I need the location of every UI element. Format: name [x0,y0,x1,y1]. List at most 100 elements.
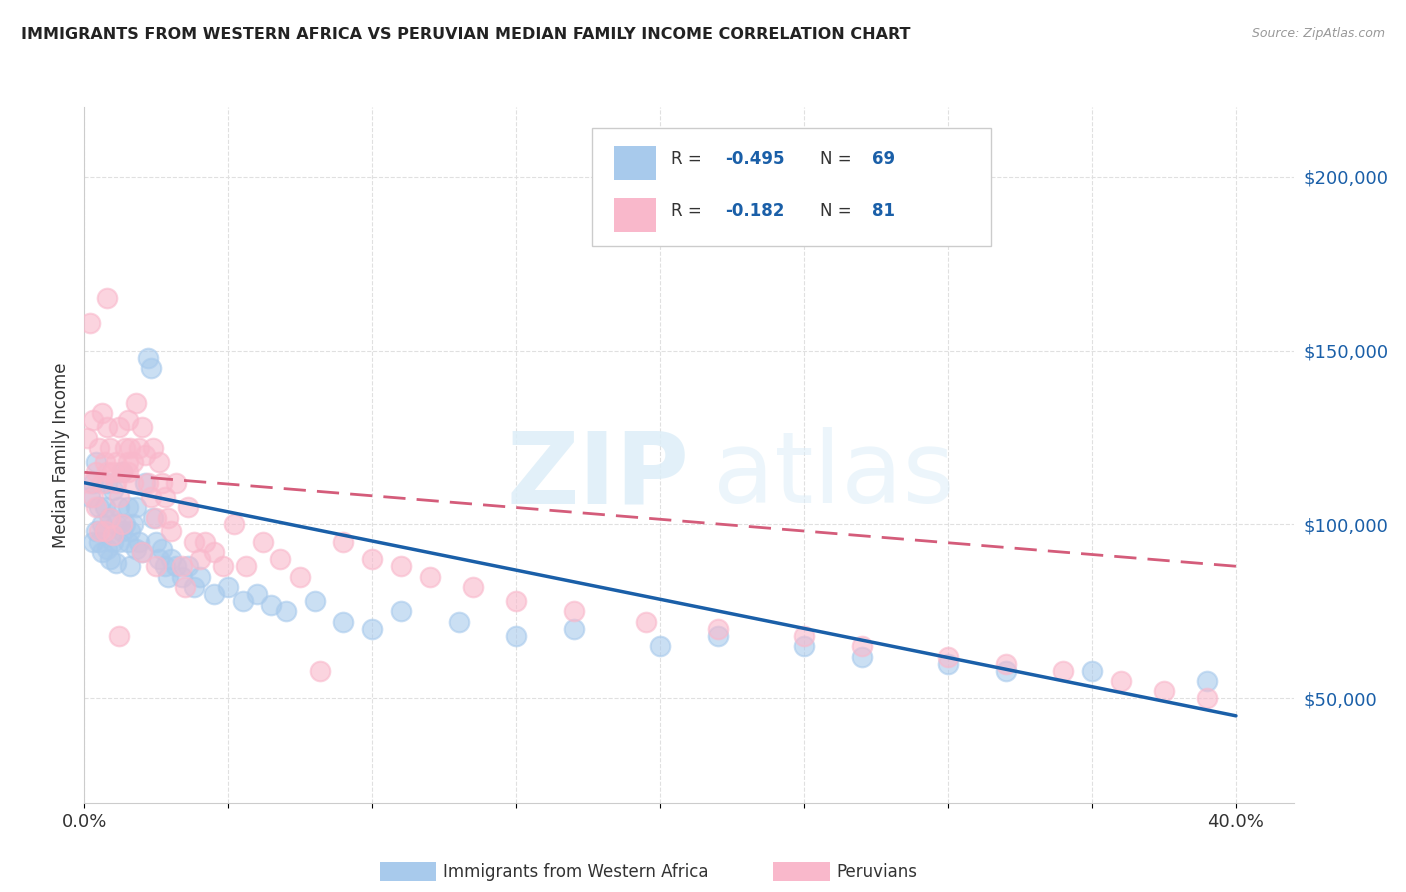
Point [93,524,115,539]
Point [111,466,134,480]
Point [145,559,167,574]
Point [84,500,107,514]
Point [105,517,128,532]
Point [1081,664,1104,678]
Point [131,545,153,559]
Point [131,420,153,434]
Point [131,545,153,559]
Point [174,580,197,594]
Point [111,524,134,539]
Point [82,534,104,549]
Point [82,475,104,490]
Point [117,413,139,427]
Point [82,413,104,427]
Point [851,649,873,664]
Point [120,524,142,539]
Point [145,534,167,549]
Point [139,360,162,375]
Text: Immigrants from Western Africa: Immigrants from Western Africa [443,863,709,881]
Point [1052,664,1074,678]
Point [505,594,527,608]
Point [87,500,110,514]
Point [134,475,156,490]
Point [98,510,121,524]
Point [202,587,225,601]
Point [202,545,225,559]
Point [290,570,312,584]
Text: N =: N = [820,150,856,169]
Point [252,534,274,549]
Point [111,517,134,532]
Point [793,629,815,643]
Point [108,420,131,434]
Point [172,559,194,574]
Point [153,559,176,574]
Point [101,483,124,497]
Point [159,552,181,566]
Point [389,605,412,619]
Point [122,475,145,490]
Point [361,622,384,636]
Point [217,580,239,594]
Point [84,466,107,480]
Point [96,420,118,434]
Point [650,639,672,653]
Point [389,559,412,574]
Point [96,291,118,305]
Point [188,552,211,566]
Point [211,559,233,574]
Point [274,605,297,619]
Point [98,510,121,524]
Point [128,534,150,549]
Point [156,570,179,584]
Point [125,395,148,409]
Point [1197,674,1219,689]
Point [156,510,179,524]
Point [159,524,181,539]
Text: 81: 81 [872,202,894,220]
Point [93,524,115,539]
Point [108,500,131,514]
Point [117,466,139,480]
Point [232,594,254,608]
Y-axis label: Median Family Income: Median Family Income [52,362,70,548]
Point [936,657,959,671]
Point [562,622,585,636]
Point [136,351,159,365]
Point [851,639,873,653]
Point [222,517,245,532]
Point [136,475,159,490]
Point [148,455,170,469]
Point [142,441,165,455]
Point [269,552,291,566]
Point [90,517,112,532]
Text: atlas: atlas [713,427,955,524]
Point [166,475,188,490]
Point [260,598,283,612]
Point [153,490,176,504]
Point [706,622,728,636]
Point [108,534,131,549]
Point [108,490,131,504]
Text: R =: R = [671,202,707,220]
Text: -0.182: -0.182 [725,202,785,220]
Point [150,541,173,556]
Point [79,316,101,330]
Point [177,500,200,514]
Point [188,570,211,584]
Text: IMMIGRANTS FROM WESTERN AFRICA VS PERUVIAN MEDIAN FAMILY INCOME CORRELATION CHAR: IMMIGRANTS FROM WESTERN AFRICA VS PERUVI… [21,27,911,42]
Point [101,528,124,542]
Point [87,441,110,455]
Point [793,639,815,653]
Point [114,441,136,455]
Point [76,430,98,444]
Point [122,455,145,469]
Point [304,594,326,608]
Point [117,534,139,549]
Point [101,466,124,480]
Point [101,534,124,549]
Point [128,441,150,455]
Point [82,490,104,504]
Point [90,406,112,420]
Point [936,649,959,664]
